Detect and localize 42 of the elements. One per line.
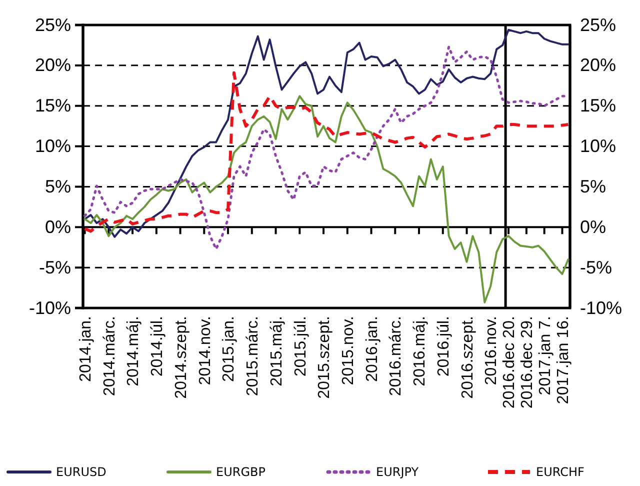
x-tick-label: 2016.dec 29.: [519, 316, 536, 409]
x-tick-label: 2016.máj.: [412, 316, 429, 386]
y2-tick-label: 0%: [580, 216, 606, 237]
x-tick-label: 2014.szept.: [172, 316, 190, 399]
y-tick-label: -5%: [38, 257, 71, 278]
x-tick-label: 2014.márc.: [101, 316, 118, 396]
y2-tick-label: 20%: [580, 55, 616, 76]
y-tick-label: 20%: [34, 55, 71, 76]
y2-tick-label: -10%: [580, 298, 622, 318]
x-tick-label: 2016.júl.: [435, 316, 452, 376]
x-tick-label: 2015.nov.: [340, 316, 357, 386]
x-tick-label: 2014.nov.: [196, 316, 214, 386]
legend-label: EURJPY: [376, 465, 420, 480]
x-tick-label: 2015.jan.: [220, 316, 238, 382]
y2-tick-label: 15%: [580, 96, 616, 116]
y-tick-label: 5%: [44, 176, 71, 196]
y-tick-label: 10%: [34, 136, 71, 156]
x-tick-label: 2014.júl.: [149, 316, 166, 376]
x-tick-label: 2016.jan.: [364, 316, 381, 382]
y-tick-label: 0%: [44, 216, 71, 237]
y-tick-label: -10%: [28, 298, 71, 318]
legend-label: EURGBP: [216, 465, 266, 480]
legend-label: EURUSD: [56, 465, 106, 480]
y2-tick-label: 10%: [580, 136, 616, 156]
y2-tick-label: 25%: [580, 14, 616, 35]
x-tick-label: 2014.máj.: [125, 316, 142, 386]
y2-tick-label: 5%: [580, 176, 606, 196]
x-tick-label: 2015.szept.: [316, 316, 334, 399]
y2-tick-label: -5%: [580, 257, 612, 278]
x-tick-label: 2016.szept.: [459, 316, 476, 399]
x-tick-label: 2015.márc.: [244, 316, 262, 396]
x-tick-label: 2016.dec 20.: [501, 316, 518, 409]
legend-label: EURCHF: [536, 465, 585, 480]
x-tick-label: 2015.máj.: [268, 316, 286, 386]
x-tick-label: 2016.márc.: [388, 316, 405, 396]
y-tick-label: 15%: [34, 96, 71, 116]
y-tick-label: 25%: [34, 14, 71, 35]
x-tick-label: 2017.jan 7.: [536, 316, 554, 396]
x-tick-label: 2016.nov.: [483, 316, 500, 386]
x-tick-label: 2014.jan.: [77, 316, 94, 382]
x-tick-label: 2015.júl.: [292, 316, 310, 376]
x-tick-label: 2017.jan 16.: [554, 316, 572, 404]
